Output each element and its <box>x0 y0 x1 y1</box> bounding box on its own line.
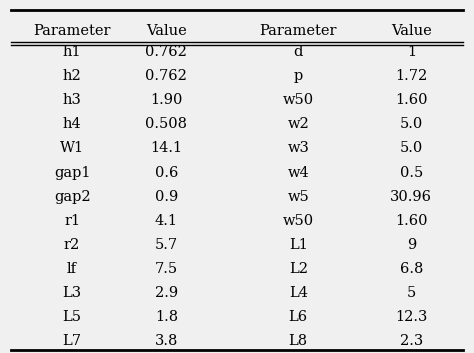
Text: h3: h3 <box>63 93 82 107</box>
Text: 4.1: 4.1 <box>155 214 178 228</box>
Text: w5: w5 <box>287 190 309 204</box>
Text: L5: L5 <box>63 310 82 324</box>
Text: 3.8: 3.8 <box>155 334 178 348</box>
Text: lf: lf <box>67 262 77 276</box>
Text: 1.60: 1.60 <box>395 214 428 228</box>
Text: 1.60: 1.60 <box>395 93 428 107</box>
Text: 1.72: 1.72 <box>395 69 428 83</box>
Text: w3: w3 <box>287 142 309 155</box>
Text: 0.9: 0.9 <box>155 190 178 204</box>
Text: gap2: gap2 <box>54 190 91 204</box>
Text: 0.6: 0.6 <box>155 166 178 180</box>
Text: 12.3: 12.3 <box>395 310 428 324</box>
Text: Value: Value <box>391 24 432 38</box>
Text: L2: L2 <box>289 262 308 276</box>
Text: L4: L4 <box>289 286 308 300</box>
Text: W1: W1 <box>60 142 84 155</box>
Text: r2: r2 <box>64 238 80 252</box>
Text: 2.3: 2.3 <box>400 334 423 348</box>
Text: p: p <box>293 69 303 83</box>
Text: h1: h1 <box>63 45 82 59</box>
Text: Parameter: Parameter <box>33 24 111 38</box>
Text: 7.5: 7.5 <box>155 262 178 276</box>
Text: h2: h2 <box>63 69 82 83</box>
Text: 1: 1 <box>407 45 416 59</box>
Text: L7: L7 <box>63 334 82 348</box>
Text: 5.7: 5.7 <box>155 238 178 252</box>
Text: L3: L3 <box>63 286 82 300</box>
Text: 2.9: 2.9 <box>155 286 178 300</box>
Text: w50: w50 <box>283 214 314 228</box>
Text: 1.90: 1.90 <box>150 93 182 107</box>
Text: 5: 5 <box>407 286 416 300</box>
Text: 0.762: 0.762 <box>146 69 187 83</box>
Text: Value: Value <box>146 24 187 38</box>
Text: L1: L1 <box>289 238 308 252</box>
Text: 30.96: 30.96 <box>391 190 432 204</box>
Text: 5.0: 5.0 <box>400 142 423 155</box>
Text: L8: L8 <box>289 334 308 348</box>
Text: 5.0: 5.0 <box>400 118 423 131</box>
Text: w50: w50 <box>283 93 314 107</box>
Text: L6: L6 <box>289 310 308 324</box>
Text: 0.508: 0.508 <box>146 118 187 131</box>
Text: 0.5: 0.5 <box>400 166 423 180</box>
Text: Parameter: Parameter <box>259 24 337 38</box>
Text: r1: r1 <box>64 214 80 228</box>
Text: 14.1: 14.1 <box>150 142 182 155</box>
Text: w2: w2 <box>287 118 309 131</box>
Text: h4: h4 <box>63 118 82 131</box>
Text: 0.762: 0.762 <box>146 45 187 59</box>
Text: 6.8: 6.8 <box>400 262 423 276</box>
Text: 9: 9 <box>407 238 416 252</box>
Text: w4: w4 <box>287 166 309 180</box>
Text: d: d <box>293 45 303 59</box>
Text: 1.8: 1.8 <box>155 310 178 324</box>
Text: gap1: gap1 <box>54 166 91 180</box>
